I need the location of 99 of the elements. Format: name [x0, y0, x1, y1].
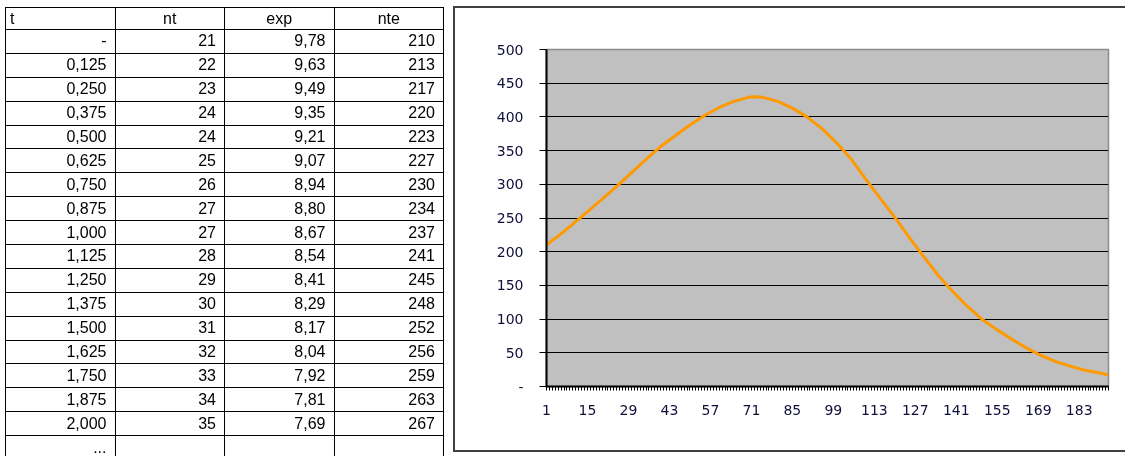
y-tick-label: 300 [496, 176, 524, 193]
y-tick-label: 500 [496, 41, 524, 58]
data-label: 8,94 [224, 172, 334, 197]
y-tick-label: 1,000 [5, 220, 115, 245]
y-tick-label: - [5, 29, 115, 54]
data-label: 213 [334, 53, 444, 78]
x-tick-label: 29 [619, 401, 638, 418]
data-label: 217 [334, 77, 444, 102]
data-label: 237 [334, 220, 444, 245]
y-tick-label: 0,125 [5, 53, 115, 78]
data-label: 227 [334, 148, 444, 173]
y-tick-label: 0,750 [5, 172, 115, 197]
data-label: 9,35 [224, 101, 334, 126]
data-label: 7,81 [224, 387, 334, 412]
x-tick-label: 85 [783, 401, 802, 418]
x-tick-label: 1 [542, 401, 551, 418]
data-label: 33 [115, 363, 225, 388]
y-tick-label: 400 [496, 108, 524, 125]
y-tick-label: 200 [496, 243, 524, 260]
data-label: 34 [115, 387, 225, 412]
data-label: 27 [115, 196, 225, 221]
y-tick-label: 0,625 [5, 148, 115, 173]
data-label: 26 [115, 172, 225, 197]
x-tick-label: nt [115, 7, 225, 30]
x-tick-label: exp [224, 7, 334, 30]
y-axis-title: t [5, 7, 115, 30]
y-tick-label: 0,500 [5, 125, 115, 149]
y-tick-label: 1,375 [5, 292, 115, 317]
data-label: 252 [334, 316, 444, 341]
data-label: 9,21 [224, 125, 334, 149]
y-tick-label: 1,250 [5, 268, 115, 293]
data-label: 241 [334, 244, 444, 269]
y-tick-label: ... [5, 435, 115, 456]
y-tick-label: - [518, 378, 524, 395]
y-tick-label: 450 [496, 75, 524, 92]
y-tick-label: 100 [496, 311, 524, 328]
data-label: 245 [334, 268, 444, 293]
data-label: 9,07 [224, 148, 334, 173]
data-label: 24 [115, 101, 225, 126]
y-tick-label: 1,500 [5, 316, 115, 341]
data-label: 9,78 [224, 29, 334, 54]
y-tick-label: 350 [496, 142, 524, 159]
line-series [546, 95, 1109, 377]
data-label: 234 [334, 196, 444, 221]
x-tick-label: 141 [942, 401, 970, 418]
y-tick-label: 1,750 [5, 363, 115, 388]
data-label: 259 [334, 363, 444, 388]
data-label: 223 [334, 125, 444, 149]
x-tick-label: 15 [578, 401, 597, 418]
data-label: 256 [334, 340, 444, 364]
data-label: 32 [115, 340, 225, 364]
y-tick-label: 50 [505, 344, 524, 361]
x-tick-label: 127 [901, 401, 929, 418]
x-tick-label: 71 [742, 401, 761, 418]
data-label: 8,29 [224, 292, 334, 317]
y-tick-label: 0,250 [5, 77, 115, 102]
data-label: 8,41 [224, 268, 334, 293]
y-tick-label: 150 [496, 277, 524, 294]
data-label: 8,80 [224, 196, 334, 221]
data-label: 267 [334, 411, 444, 436]
y-tick-label: 2,000 [5, 411, 115, 436]
data-label: 29 [115, 268, 225, 293]
y-tick-label: 250 [496, 210, 524, 226]
x-tick-label: 43 [660, 401, 679, 418]
data-label: 8,67 [224, 220, 334, 245]
y-tick-label: 1,625 [5, 340, 115, 364]
data-label: 248 [334, 292, 444, 317]
x-tick-label: 99 [824, 401, 843, 418]
x-tick-label: 169 [1024, 401, 1052, 418]
y-tick-label: 0,875 [5, 196, 115, 221]
data-label: 27 [115, 220, 225, 245]
x-tick-label: 57 [701, 401, 720, 418]
data-label: 210 [334, 29, 444, 54]
data-label: 9,49 [224, 77, 334, 102]
data-label: 24 [115, 125, 225, 149]
data-label: 7,92 [224, 363, 334, 388]
data-label: 30 [115, 292, 225, 317]
y-tick-label: 1,125 [5, 244, 115, 269]
data-label: 220 [334, 101, 444, 126]
x-tick-label: 113 [860, 401, 888, 418]
data-label: 7,69 [224, 411, 334, 436]
data-label: 25 [115, 148, 225, 173]
data-label: 31 [115, 316, 225, 341]
data-label: 35 [115, 411, 225, 436]
data-label: 8,54 [224, 244, 334, 269]
data-label: 23 [115, 77, 225, 102]
data-label: 21 [115, 29, 225, 54]
x-tick-label: 155 [983, 401, 1011, 418]
x-tick-label: nte [334, 7, 444, 30]
data-label: 8,17 [224, 316, 334, 341]
data-label: 230 [334, 172, 444, 197]
data-label: 8,04 [224, 340, 334, 364]
data-label: 263 [334, 387, 444, 412]
y-tick-label: 1,875 [5, 387, 115, 412]
x-tick-label: 183 [1065, 401, 1093, 418]
data-label: 22 [115, 53, 225, 78]
data-label: 9,63 [224, 53, 334, 78]
data-label: 28 [115, 244, 225, 269]
y-tick-label: 0,375 [5, 101, 115, 126]
